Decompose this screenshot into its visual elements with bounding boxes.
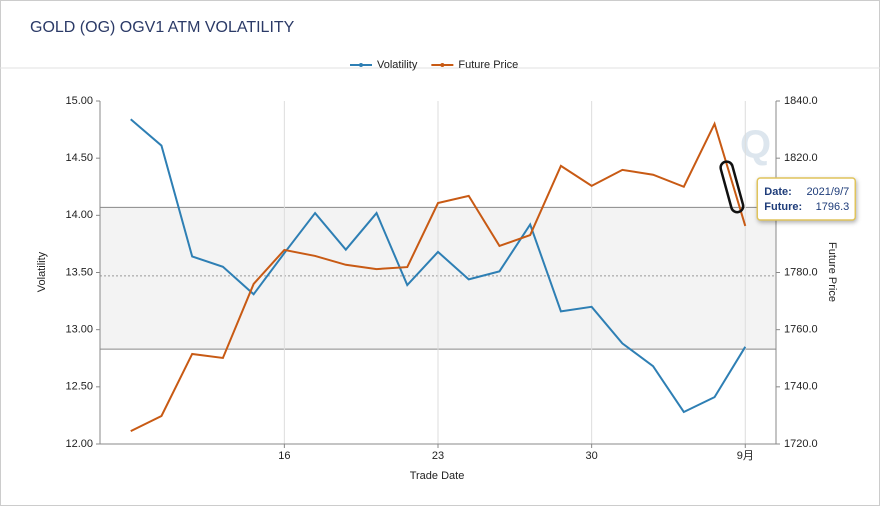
y-tick-label: 14.50 bbox=[65, 152, 93, 164]
x-tick-label: 23 bbox=[432, 450, 444, 462]
x-tick-label: 16 bbox=[278, 450, 290, 462]
y-tick-label: 13.50 bbox=[65, 266, 93, 278]
y-tick-label: 15.00 bbox=[65, 95, 93, 107]
x-tick-label: 9月 bbox=[737, 450, 754, 462]
y2-tick-label: 1740.0 bbox=[784, 381, 818, 393]
legend-marker bbox=[359, 63, 363, 67]
x-tick-label: 30 bbox=[586, 450, 598, 462]
y-axis-label: Volatility bbox=[36, 251, 48, 292]
x-axis-label: Trade Date bbox=[410, 470, 465, 482]
y2-tick-label: 1820.0 bbox=[784, 152, 818, 164]
tooltip-value: 1796.3 bbox=[816, 201, 850, 213]
y2-tick-label: 1780.0 bbox=[784, 266, 818, 278]
chart-title: GOLD (OG) OGV1 ATM VOLATILITY bbox=[30, 19, 295, 36]
series-line bbox=[130, 118, 747, 414]
watermark: Q bbox=[740, 123, 771, 167]
tooltip: Date: 2021/9/7 Future: 1796.3 bbox=[756, 177, 857, 221]
tooltip-date-label: Date: bbox=[764, 186, 792, 198]
legend-label: Volatility bbox=[377, 59, 418, 71]
y2-tick-label: 1760.0 bbox=[784, 324, 818, 336]
tooltip-value-label: Future: bbox=[764, 201, 802, 213]
y2-tick-label: 1720.0 bbox=[784, 438, 818, 450]
tooltip-date: 2021/9/7 bbox=[806, 186, 849, 198]
y-tick-label: 12.00 bbox=[65, 438, 93, 450]
highlight bbox=[719, 160, 745, 214]
y-tick-label: 12.50 bbox=[65, 381, 93, 393]
y2-axis-label: Future Price bbox=[826, 242, 838, 302]
legend-label: Future Price bbox=[458, 59, 518, 71]
y-tick-label: 14.00 bbox=[65, 209, 93, 221]
legend-marker bbox=[440, 63, 445, 67]
y-tick-label: 13.00 bbox=[65, 324, 93, 336]
series-line bbox=[130, 121, 747, 433]
tooltip-box bbox=[756, 177, 857, 221]
y2-tick-label: 1840.0 bbox=[784, 95, 818, 107]
